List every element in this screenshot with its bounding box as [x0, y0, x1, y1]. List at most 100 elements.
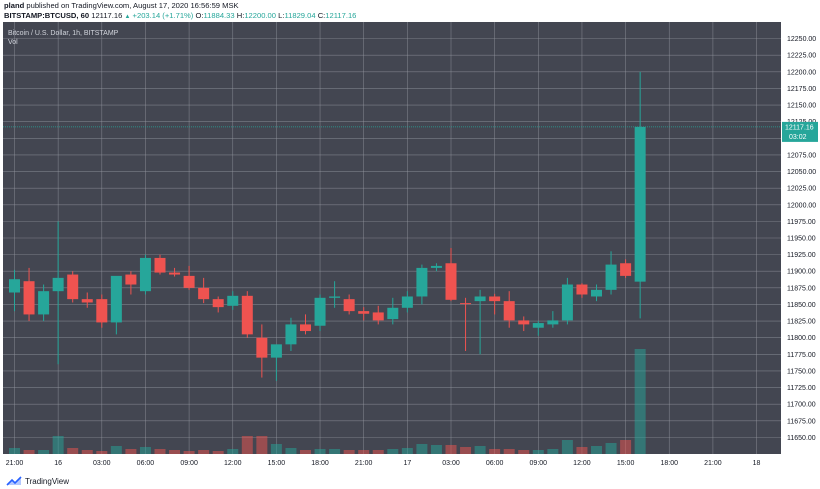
candle-body — [430, 265, 442, 268]
candle — [605, 251, 617, 295]
volume-bar — [430, 445, 442, 454]
candle — [561, 277, 573, 325]
candle-body — [256, 337, 268, 358]
candle-body — [212, 299, 224, 308]
volume-bar — [489, 449, 501, 454]
candle — [634, 71, 646, 319]
candle — [329, 281, 341, 308]
candle-body — [198, 287, 210, 300]
volume-bar — [460, 447, 472, 454]
candle-body — [634, 126, 646, 282]
volume-bar — [547, 449, 559, 454]
y-tick-label: 11775.00 — [787, 352, 816, 359]
y-tick-label: 12250.00 — [787, 36, 816, 43]
y-tick-label: 12050.00 — [787, 169, 816, 176]
candle-body — [270, 344, 282, 358]
candle-body — [561, 284, 573, 321]
time-axis[interactable]: 21:00 16 03:00 06:00 09:00 12:00 15:00 18:00 21:… — [0, 454, 781, 472]
price-tag-value: 12117.16 — [785, 124, 814, 131]
volume-bar — [23, 450, 35, 454]
candle — [125, 271, 137, 295]
candle — [270, 344, 282, 381]
price-axis-bg — [781, 22, 820, 472]
volume-bar — [125, 449, 137, 454]
candle-body — [445, 263, 457, 300]
y-tick-label: 11850.00 — [787, 302, 816, 309]
x-tick-label: 03:00 — [93, 460, 111, 467]
candle — [620, 259, 632, 278]
up-arrow-icon: ▲ — [124, 14, 131, 20]
y-tick-label: 11900.00 — [787, 269, 816, 276]
candle-body — [183, 275, 195, 288]
y-tick-label: 11825.00 — [787, 319, 816, 326]
volume-bar — [285, 448, 297, 454]
candle — [198, 277, 210, 304]
volume-bar — [139, 447, 151, 454]
candle-body — [460, 303, 472, 305]
publish-info: published on TradingView.com, August 17,… — [26, 1, 239, 10]
candle-body — [576, 284, 588, 295]
candle-body — [605, 264, 617, 290]
author-name[interactable]: pland — [4, 1, 25, 10]
candle — [343, 294, 355, 315]
candle-body — [67, 274, 79, 300]
candle — [38, 284, 50, 322]
price-axis[interactable]: 11650.00 11675.00 11700.00 11725.00 11750.00… — [781, 22, 820, 472]
candle-body — [139, 257, 151, 292]
volume-bar — [416, 444, 428, 454]
price-change: +203.14 (+1.71%) — [132, 11, 194, 20]
volume-bar — [372, 450, 384, 454]
publish-line: pland published on TradingView.com, Augu… — [4, 1, 239, 11]
candle-body — [38, 291, 50, 315]
candle — [489, 293, 501, 315]
candle-body — [227, 295, 239, 306]
candle-body — [300, 324, 311, 332]
x-tick-label: 15:00 — [268, 460, 286, 467]
volume-bar — [52, 436, 64, 454]
volume-bar — [561, 440, 573, 454]
candle-body — [416, 267, 428, 297]
y-tick-label: 11700.00 — [787, 402, 816, 409]
candle-body — [387, 307, 399, 320]
candle — [96, 294, 108, 328]
y-tick-label: 12025.00 — [787, 186, 816, 193]
time-axis-bg — [0, 454, 781, 472]
candle-body — [358, 311, 370, 314]
y-tick-label: 12225.00 — [787, 53, 816, 60]
candle-body — [23, 281, 35, 315]
y-tick-label: 11925.00 — [787, 252, 816, 259]
candle — [532, 321, 544, 336]
candle-body — [81, 299, 93, 303]
x-tick-label: 12:00 — [573, 460, 591, 467]
candle — [227, 291, 239, 310]
x-tick-label: 09:00 — [530, 460, 548, 467]
candle — [52, 221, 64, 365]
high-label: H: — [236, 11, 245, 20]
volume-bar — [9, 448, 20, 454]
candle-body — [503, 301, 515, 321]
candle — [358, 307, 370, 321]
x-tick-label: 18:00 — [660, 460, 678, 467]
volume-bar — [154, 449, 166, 454]
y-tick-label: 11975.00 — [787, 219, 816, 226]
volume-bar — [634, 349, 646, 454]
candle-body — [474, 296, 486, 302]
volume-bar — [81, 450, 93, 454]
y-tick-label: 11950.00 — [787, 236, 816, 243]
candle — [110, 275, 122, 335]
volume-bar — [38, 450, 50, 454]
volume-bar — [620, 440, 632, 454]
volume-bar — [314, 449, 326, 454]
volume-bar — [329, 449, 341, 454]
y-tick-label: 12150.00 — [787, 103, 816, 110]
candle-body — [372, 312, 384, 321]
footer-brand: TradingView — [25, 476, 70, 486]
candle-body — [314, 297, 326, 326]
candle — [430, 263, 442, 272]
open-value: 11884.33 — [203, 11, 235, 20]
price-chart[interactable]: 11650.00 11675.00 11700.00 11725.00 11750.00… — [0, 22, 820, 472]
volume-bar — [503, 449, 515, 454]
candle-body — [169, 272, 181, 275]
volume-bar — [198, 450, 210, 454]
candle — [547, 311, 559, 328]
